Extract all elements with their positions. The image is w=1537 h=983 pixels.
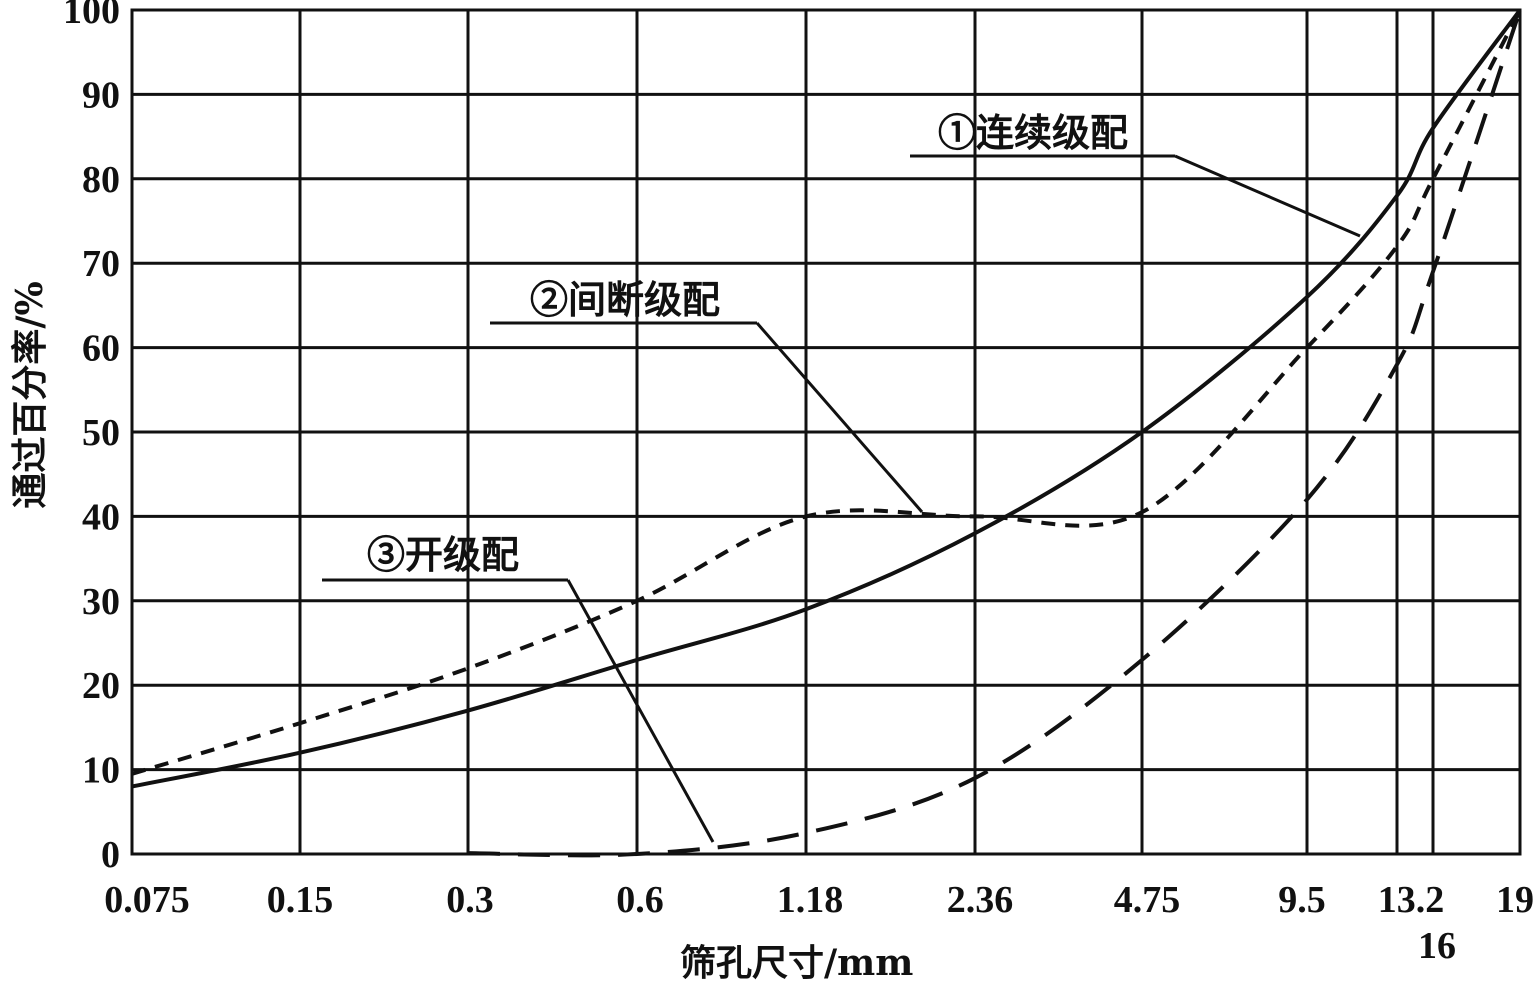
x-tick-label: 0.6 — [616, 879, 664, 921]
plot-frame — [130, 8, 1522, 856]
grid — [130, 8, 1522, 856]
annotation-gap-grading: ②间断级配 — [490, 277, 924, 513]
x-tick-label: 0.15 — [267, 879, 334, 921]
annotation-leader-line — [755, 322, 924, 513]
x-tick-label: 0.3 — [446, 879, 494, 921]
y-tick-label: 20 — [82, 665, 120, 707]
y-tick-label: 0 — [101, 834, 120, 876]
annotation-label: ③开级配 — [367, 532, 519, 577]
series-open-grading — [467, 9, 1522, 858]
y-tick-label: 80 — [82, 159, 120, 201]
x-tick-label: 16 — [1418, 925, 1456, 967]
x-tick-label: 0.075 — [104, 879, 190, 921]
annotation-label: ②间断级配 — [530, 277, 720, 322]
annotation-open-grading: ③开级配 — [322, 532, 715, 843]
series-gap-grading — [131, 9, 1522, 776]
x-tick-label: 19 — [1496, 879, 1534, 921]
annotation-label: ①连续级配 — [938, 110, 1128, 155]
annotation-leader-line — [566, 579, 715, 843]
y-tick-label: 10 — [82, 750, 120, 792]
x-axis-tick-labels: 0.075 0.15 0.3 0.6 1.18 2.36 4.75 9.5 13.216 19 — [104, 879, 1534, 967]
y-axis-tick-labels: 0 10 20 30 40 50 60 70 80 90 100 — [63, 0, 120, 876]
y-tick-label: 90 — [82, 74, 120, 116]
annotations: ①连续级配 ②间断级配 ③开级配 — [322, 110, 1361, 843]
series-continuous-grading — [131, 8, 1522, 789]
annotation-continuous-grading: ①连续级配 — [910, 110, 1361, 238]
x-tick-label: 4.75 — [1114, 879, 1181, 921]
y-tick-label: 50 — [82, 412, 120, 454]
x-tick-label: 2.36 — [947, 879, 1014, 921]
x-axis-title: 筛孔尺寸/mm — [680, 942, 913, 983]
annotation-leader-line — [1174, 154, 1361, 238]
y-tick-label: 40 — [82, 496, 120, 538]
y-tick-label: 60 — [82, 328, 120, 370]
series-lines — [131, 8, 1522, 858]
x-tick-label: 1.18 — [777, 879, 844, 921]
y-tick-label: 100 — [63, 0, 120, 32]
x-tick-label: 13.2 — [1378, 879, 1445, 921]
y-tick-label: 30 — [82, 581, 120, 623]
y-tick-label: 70 — [82, 243, 120, 285]
y-axis-title: 通过百分率/% — [9, 281, 51, 508]
x-tick-label: 9.5 — [1278, 879, 1326, 921]
